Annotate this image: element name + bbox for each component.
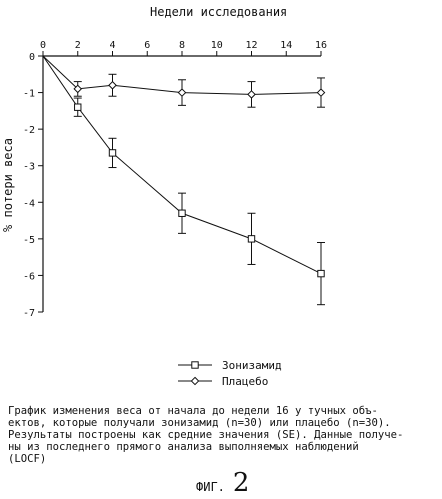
legend-entry: Зонизамид	[178, 359, 282, 372]
data-point	[108, 149, 117, 157]
data-point	[73, 84, 83, 94]
data-point	[178, 209, 186, 217]
y-tick-label: -6	[23, 271, 35, 282]
legend-marker	[190, 376, 200, 386]
y-tick-label: -3	[23, 162, 35, 173]
weight-loss-chart: Недели исследования % потери веса 0 2 4 6 8 1…	[1, 5, 327, 388]
x-tick-label: 0	[40, 40, 46, 51]
y-tick-label: -7	[23, 308, 35, 319]
data-point	[316, 88, 326, 97]
y-tick-label: -4	[23, 198, 35, 209]
legend-entry: Плацебо	[178, 375, 268, 388]
x-tick-label: 16	[315, 40, 327, 51]
y-tick-label: 0	[29, 52, 35, 63]
data-point	[247, 235, 256, 243]
data-point	[247, 90, 256, 99]
y-axis-label: % потери веса	[1, 138, 15, 232]
y-tick-label: -1	[23, 89, 35, 100]
series-line	[42, 55, 322, 95]
legend: Зонизамид Плацебо	[178, 359, 282, 388]
series-1	[42, 55, 325, 306]
series-2	[42, 55, 326, 108]
series-line	[42, 55, 322, 275]
data-point	[74, 103, 82, 111]
y-tick-label: -2	[23, 125, 35, 136]
x-tick-label: 14	[280, 40, 292, 51]
series-layer	[42, 55, 326, 306]
data-point	[108, 80, 117, 90]
axes: 0 2 4 6 8 10 12 14 16 0 -1 -2 -3 -4 -5 -6 -7	[23, 40, 327, 319]
figure-label: ФИГ. 2	[196, 468, 249, 498]
y-tick-label: -5	[23, 235, 35, 246]
legend-marker	[191, 361, 199, 369]
data-point	[317, 269, 325, 278]
x-tick-label: 6	[144, 40, 150, 51]
legend-label: Зонизамид	[222, 359, 282, 372]
x-tick-label: 10	[211, 40, 223, 51]
figure-label-word: ФИГ.	[196, 480, 225, 494]
x-tick-label: 12	[245, 40, 257, 51]
x-tick-label: 4	[109, 40, 115, 51]
data-point	[177, 88, 187, 97]
x-tick-label: 2	[75, 40, 81, 51]
figure-label-number: 2	[232, 468, 250, 498]
legend-label: Плацебо	[222, 375, 268, 388]
x-tick-label: 8	[179, 40, 185, 51]
chart-title: Недели исследования	[150, 5, 287, 19]
figure-caption: График изменения веса от начала до недел…	[8, 405, 404, 465]
